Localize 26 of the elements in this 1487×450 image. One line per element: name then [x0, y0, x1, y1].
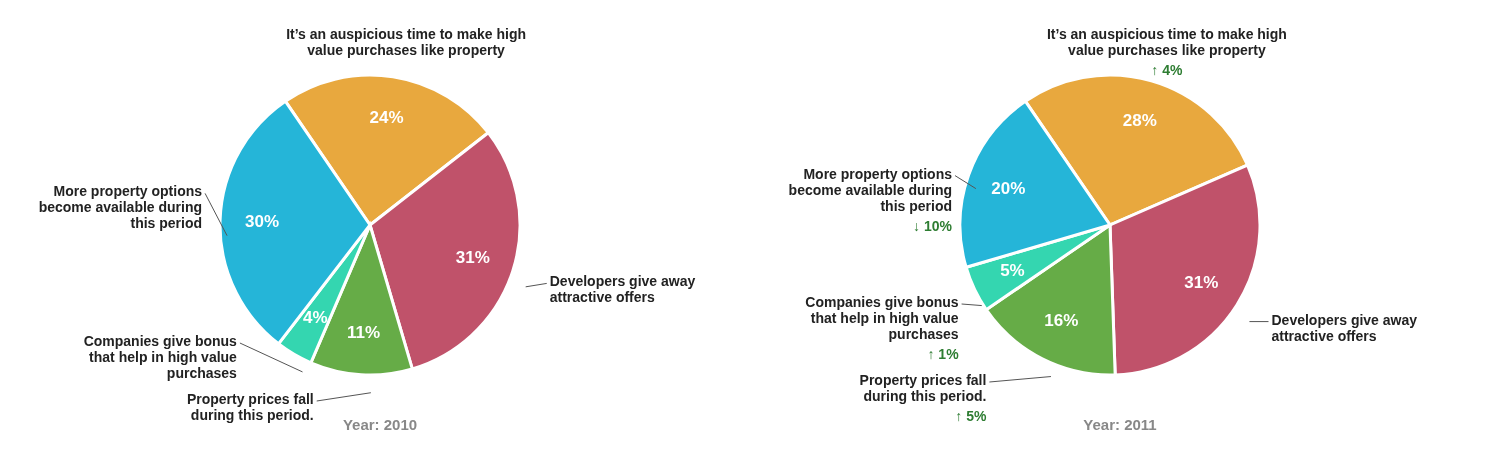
data-label: 28% [1122, 111, 1157, 131]
data-label: 31% [1184, 272, 1219, 292]
slice-label: Companies give bonus that help in high value purchases [83, 333, 238, 381]
data-label: 11% [347, 322, 381, 342]
data-label: 4% [303, 308, 328, 328]
slice-label: Property prices fall during this period. [859, 372, 987, 404]
slice-label: More property options become available during this period [788, 165, 953, 214]
data-label: 20% [991, 178, 1026, 198]
slice-label: It’s an auspicious time to make high value purchases like property [1046, 26, 1287, 58]
slice-label: It’s an auspicious time to make high value purchases like property [286, 26, 527, 58]
slice-label: Companies give bonus that help in high value purchases [805, 294, 959, 342]
data-label: 5% [1000, 261, 1025, 281]
text: ↑ 5% [955, 408, 987, 424]
data-label: 24% [369, 108, 404, 128]
text: ↑ 4% [1151, 62, 1183, 78]
slice-label: Property prices fall during this period. [186, 391, 314, 423]
slice-label: More property options become available during this period [38, 183, 203, 232]
text: Year: 2011 [1083, 416, 1157, 433]
data-label: 31% [455, 248, 490, 268]
text: ↓ 10% [913, 217, 952, 234]
data-label: 30% [245, 211, 280, 231]
text: ↑ 1% [927, 346, 959, 362]
slice-label: Developers give away attractive offers [549, 273, 696, 306]
slice-label: Developers give away attractive offers [1271, 311, 1418, 344]
data-label: 16% [1044, 311, 1079, 331]
text: Year: 2010 [342, 416, 418, 433]
